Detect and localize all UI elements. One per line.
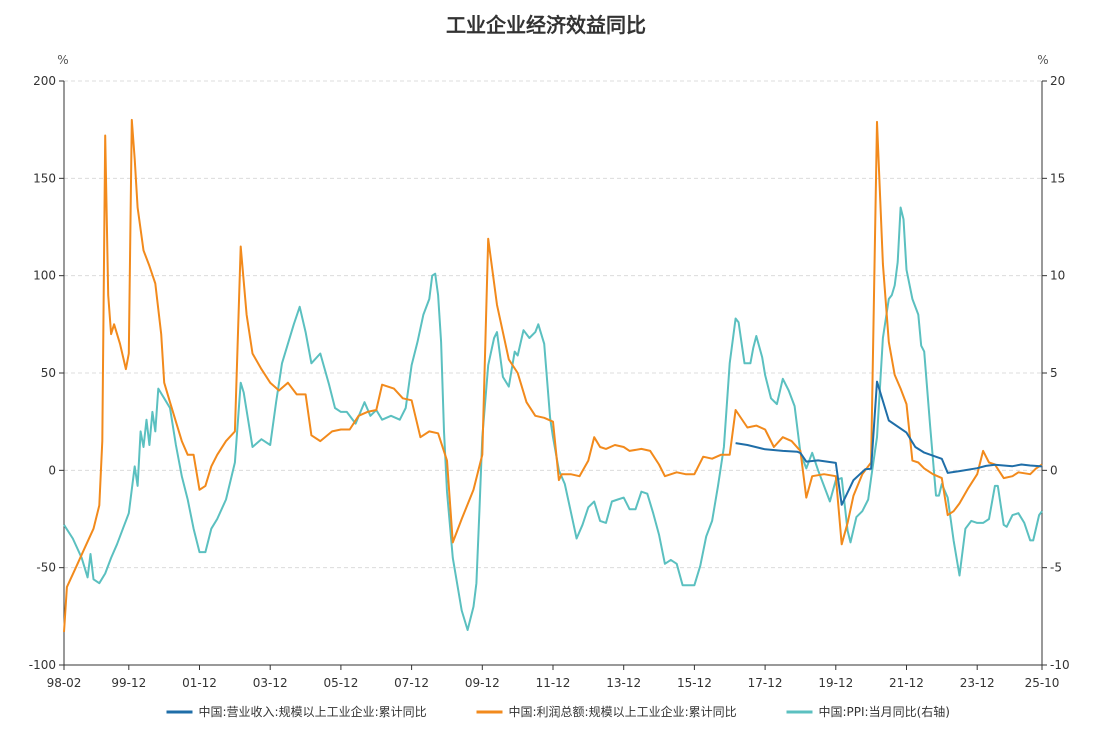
legend-label-ppi[interactable]: 中国:PPI:当月同比(右轴) [819, 704, 950, 719]
left-tick-label: 150 [33, 171, 56, 185]
right-tick-label: 10 [1050, 269, 1065, 283]
x-tick-label: 98-02 [47, 676, 82, 690]
x-tick-label: 03-12 [253, 676, 288, 690]
right-tick-label: 5 [1050, 366, 1058, 380]
right-tick-label: 0 [1050, 463, 1058, 477]
left-axis-unit: % [57, 53, 68, 67]
right-axis-unit: % [1037, 53, 1048, 67]
x-tick-label: 15-12 [677, 676, 712, 690]
x-tick-label: 25-10 [1025, 676, 1060, 690]
grid-layer [64, 80, 1042, 569]
series-line-revenue [735, 380, 1043, 506]
legend: 中国:营业收入:规模以上工业企业:累计同比 中国:利润总额:规模以上工业企业:累计… [166, 704, 950, 719]
legend-label-revenue[interactable]: 中国:营业收入:规模以上工业企业:累计同比 [199, 704, 427, 719]
left-tick-label: -50 [36, 561, 56, 575]
right-tick-label: 20 [1050, 74, 1065, 88]
left-tick-label: 50 [41, 366, 56, 380]
series-line-ppi [63, 206, 1043, 631]
x-tick-label: 99-12 [111, 676, 146, 690]
left-tick-label: 0 [48, 463, 56, 477]
x-tick-label: 05-12 [323, 676, 358, 690]
x-tick-label: 07-12 [394, 676, 429, 690]
left-tick-label: 200 [33, 74, 56, 88]
x-tick-label: 09-12 [465, 676, 500, 690]
x-tick-label: 23-12 [960, 676, 995, 690]
x-tick-label: 11-12 [536, 676, 571, 690]
chart-title: 工业企业经济效益同比 [446, 13, 646, 37]
left-tick-label: -100 [29, 658, 56, 672]
right-tick-label: 15 [1050, 171, 1065, 185]
right-tick-label: -5 [1050, 561, 1062, 575]
x-tick-label: 19-12 [818, 676, 853, 690]
x-tick-label: 13-12 [606, 676, 641, 690]
legend-label-profit[interactable]: 中国:利润总额:规模以上工业企业:累计同比 [509, 704, 737, 719]
left-tick-label: 100 [33, 269, 56, 283]
series-layer [63, 118, 1043, 632]
right-tick-label: -10 [1050, 658, 1070, 672]
x-tick-label: 21-12 [889, 676, 924, 690]
x-tick-label: 17-12 [748, 676, 783, 690]
x-tick-label: 01-12 [182, 676, 217, 690]
series-line-profit [63, 118, 1043, 632]
